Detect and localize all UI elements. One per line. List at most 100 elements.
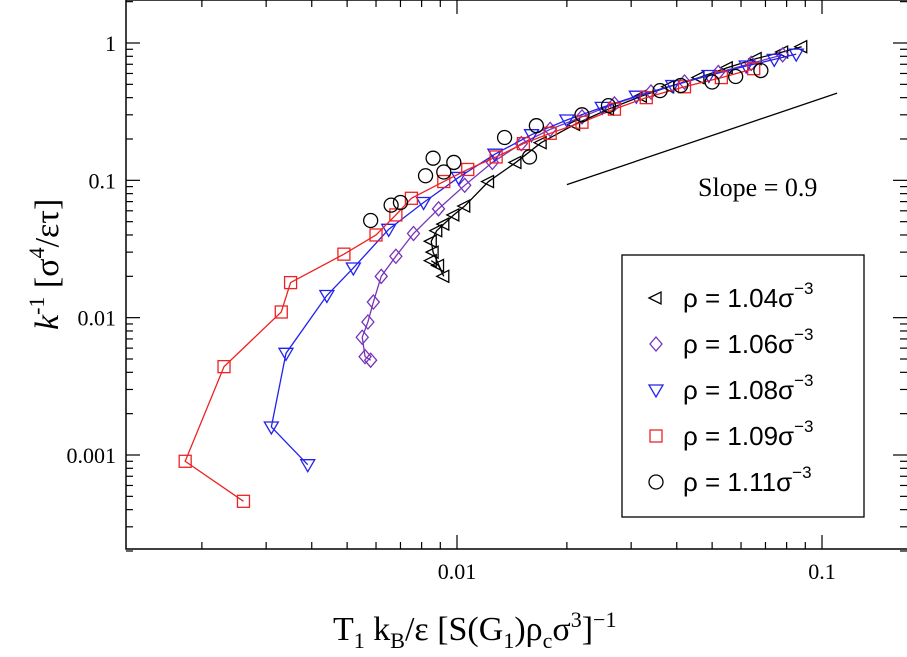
legend-item: ρ = 1.11σ−3 [648, 463, 812, 497]
data-point [445, 207, 460, 222]
data-point [299, 459, 316, 473]
data-point [574, 107, 590, 123]
data-point [431, 200, 446, 217]
legend-label: ρ = 1.04σ−3 [683, 279, 813, 313]
legend-label: ρ = 1.11σ−3 [683, 463, 812, 497]
data-point [566, 117, 581, 132]
data-point [178, 454, 192, 468]
series-5 [363, 62, 769, 229]
data-point [446, 154, 462, 171]
slope-line [566, 92, 838, 186]
series-line [184, 68, 754, 502]
data-point [383, 197, 399, 213]
data-point [480, 174, 495, 189]
data-point [363, 212, 379, 229]
data-point [532, 135, 547, 150]
data-point [543, 126, 557, 140]
legend: ρ = 1.04σ−3 ρ = 1.06σ−3 ρ = 1.08σ−3 ρ = 1.0… [621, 254, 865, 518]
data-point [644, 83, 658, 100]
data-point [677, 74, 692, 91]
data-point [389, 208, 403, 222]
slope-annotation: Slope = 0.9 [566, 92, 838, 202]
data-point [704, 74, 720, 90]
data-point [263, 421, 280, 436]
data-point [345, 262, 362, 277]
data-point [496, 129, 513, 146]
data-point [435, 217, 450, 232]
data-point [450, 171, 467, 186]
slope-label: Slope = 0.9 [698, 173, 817, 202]
data-point [714, 70, 729, 85]
data-point [664, 79, 681, 94]
legend-label: ρ = 1.09σ−3 [683, 417, 813, 451]
data-point [523, 129, 540, 143]
data-point [690, 70, 705, 85]
data-point [747, 62, 761, 76]
data-point [456, 198, 471, 214]
data-point [775, 46, 790, 63]
plot-frame [125, 0, 907, 550]
data-point [788, 48, 805, 63]
data-point [422, 253, 437, 268]
legend-label: ρ = 1.08σ−3 [683, 371, 813, 405]
axis-ticks [126, 0, 907, 552]
data-point [461, 162, 475, 177]
data-point [337, 247, 351, 261]
data-point [389, 248, 403, 265]
data-point [528, 118, 545, 134]
data-point [753, 62, 769, 79]
series-4 [178, 62, 761, 508]
data-point [361, 313, 375, 330]
data-point [457, 177, 472, 194]
data-point [363, 352, 378, 369]
data-point [738, 60, 755, 75]
data-point [236, 494, 251, 508]
legend-marker [649, 429, 663, 443]
data-point [366, 294, 381, 311]
data-point [277, 347, 295, 362]
legend-marker [647, 290, 662, 306]
data-point [392, 194, 409, 211]
data-point [516, 136, 531, 151]
data-point [217, 359, 231, 374]
data-point [435, 269, 450, 284]
data-point [507, 155, 522, 170]
data-point [766, 53, 783, 68]
data-point [406, 225, 421, 242]
data-point [600, 97, 617, 114]
x-axis-label: T1 kB/ε [S(G1)ρcσ3]−1 [333, 607, 616, 653]
data-point [369, 228, 383, 242]
data-point [728, 68, 744, 85]
legend-label: ρ = 1.06σ−3 [683, 325, 813, 359]
data-point [639, 91, 653, 105]
data-point [489, 150, 503, 164]
data-point [575, 115, 589, 129]
legend-marker [648, 474, 664, 490]
data-point [428, 223, 443, 238]
data-point [422, 234, 437, 249]
data-point [652, 82, 668, 99]
data-point [283, 275, 298, 290]
legend-item: ρ = 1.04σ−3 [647, 279, 813, 313]
legend-item: ρ = 1.09σ−3 [649, 417, 813, 451]
legend-marker [647, 384, 665, 399]
y-tick-label: 0.001 [67, 443, 117, 468]
y-axis-label: k-1 [σ4/ετ] [24, 199, 66, 330]
data-point [374, 268, 389, 285]
series-layer [178, 39, 808, 508]
data-point [430, 258, 445, 273]
legend-marker [649, 336, 663, 352]
data-point [358, 348, 372, 365]
data-point [425, 150, 441, 166]
data-point [415, 196, 432, 211]
data-point [673, 77, 689, 94]
data-point [558, 114, 576, 129]
data-point [355, 329, 370, 346]
y-tick-label: 1 [105, 31, 116, 56]
data-point [521, 149, 538, 165]
legend-item: ρ = 1.08σ−3 [647, 371, 813, 405]
data-point [417, 168, 434, 184]
series-1 [422, 39, 808, 284]
y-tick-label: 0.1 [89, 168, 117, 193]
data-point [575, 108, 589, 125]
